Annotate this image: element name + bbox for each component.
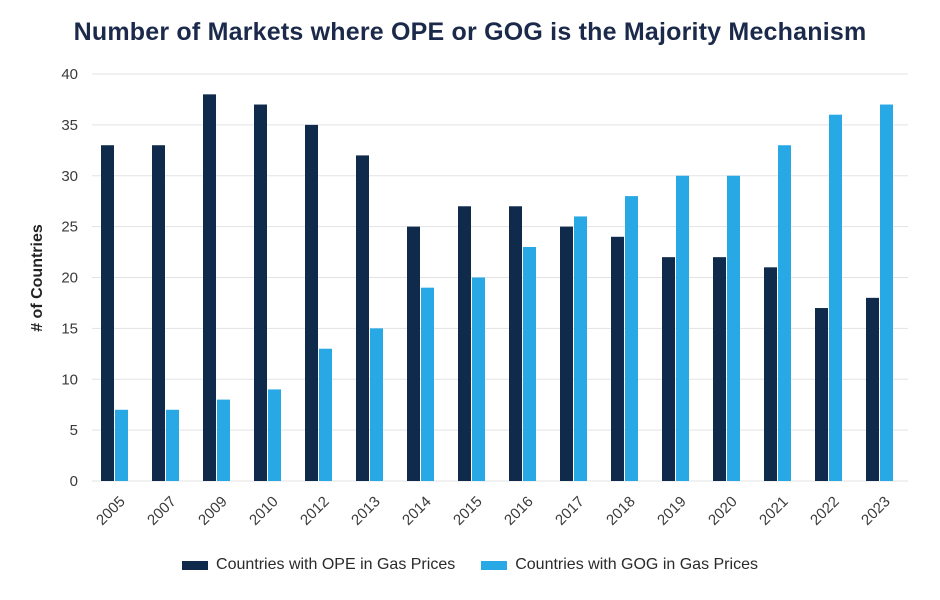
bar-ope — [611, 236, 624, 481]
bar-gog — [676, 175, 689, 481]
y-axis-ticks: 0 5 10 15 20 25 30 35 40 — [61, 66, 78, 490]
bar-ope — [662, 257, 675, 481]
bar-gog — [778, 145, 791, 481]
x-tick-label: 2013 — [348, 493, 384, 529]
bars — [101, 94, 893, 482]
legend-item-gog: Countries with GOG in Gas Prices — [481, 556, 758, 574]
x-axis-ticks: 2005 2007 2009 2010 2012 2013 2014 2015 2016 2017… — [93, 493, 894, 529]
y-tick-label: 20 — [61, 270, 78, 287]
x-tick-label: 2015 — [450, 493, 486, 529]
y-tick-label: 25 — [61, 219, 78, 236]
bar-ope — [560, 226, 573, 481]
bar-gog — [268, 389, 281, 481]
x-tick-label: 2018 — [603, 493, 639, 529]
bar-gog — [166, 409, 179, 481]
x-tick-label: 2005 — [93, 493, 129, 529]
bar-gog — [727, 175, 740, 481]
bar-ope — [305, 124, 318, 481]
y-tick-label: 10 — [61, 371, 78, 388]
bar-ope — [509, 206, 522, 481]
x-tick-label: 2016 — [501, 493, 537, 529]
bar-ope — [254, 104, 267, 482]
bar-gog — [574, 216, 587, 481]
bar-ope — [407, 226, 420, 481]
x-tick-label: 2017 — [552, 493, 588, 529]
bar-gog — [115, 409, 128, 481]
bar-ope — [815, 308, 828, 481]
bar-ope — [458, 206, 471, 481]
bar-gog — [217, 399, 230, 481]
y-tick-label: 5 — [70, 422, 78, 439]
bar-gog — [829, 114, 842, 481]
y-tick-label: 30 — [61, 168, 78, 185]
bar-gog — [625, 196, 638, 481]
bar-ope — [152, 145, 165, 481]
x-tick-label: 2021 — [756, 493, 792, 529]
bar-gog — [370, 328, 383, 481]
bar-ope — [203, 94, 216, 481]
y-tick-label: 40 — [61, 66, 78, 83]
y-tick-label: 0 — [70, 473, 78, 490]
x-tick-label: 2020 — [705, 493, 741, 529]
legend-label-gog: Countries with GOG in Gas Prices — [515, 556, 758, 573]
y-tick-label: 15 — [61, 320, 78, 337]
legend-item-ope: Countries with OPE in Gas Prices — [182, 556, 455, 574]
legend: Countries with OPE in Gas Prices Countri… — [0, 556, 940, 574]
bar-gog — [880, 104, 893, 482]
x-tick-label: 2023 — [858, 493, 894, 529]
y-axis-title: # of Countries — [29, 224, 46, 332]
bar-gog — [319, 348, 332, 481]
x-tick-label: 2012 — [297, 493, 333, 529]
y-tick-label: 35 — [61, 117, 78, 134]
legend-swatch-ope — [182, 560, 209, 570]
x-tick-label: 2022 — [807, 493, 843, 529]
bar-gog — [421, 287, 434, 481]
x-tick-label: 2007 — [144, 493, 180, 529]
x-tick-label: 2019 — [654, 493, 690, 529]
bar-ope — [764, 267, 777, 481]
x-tick-label: 2010 — [246, 493, 282, 529]
bar-ope — [356, 155, 369, 481]
bar-ope — [866, 297, 879, 481]
bar-gog — [472, 277, 485, 481]
bar-gog — [523, 246, 536, 481]
chart-title: Number of Markets where OPE or GOG is th… — [73, 18, 867, 46]
legend-swatch-gog — [481, 560, 508, 570]
x-tick-label: 2014 — [399, 493, 435, 529]
legend-label-ope: Countries with OPE in Gas Prices — [216, 556, 456, 573]
x-tick-label: 2009 — [195, 493, 231, 529]
bar-ope — [713, 257, 726, 481]
bar-ope — [101, 145, 114, 481]
